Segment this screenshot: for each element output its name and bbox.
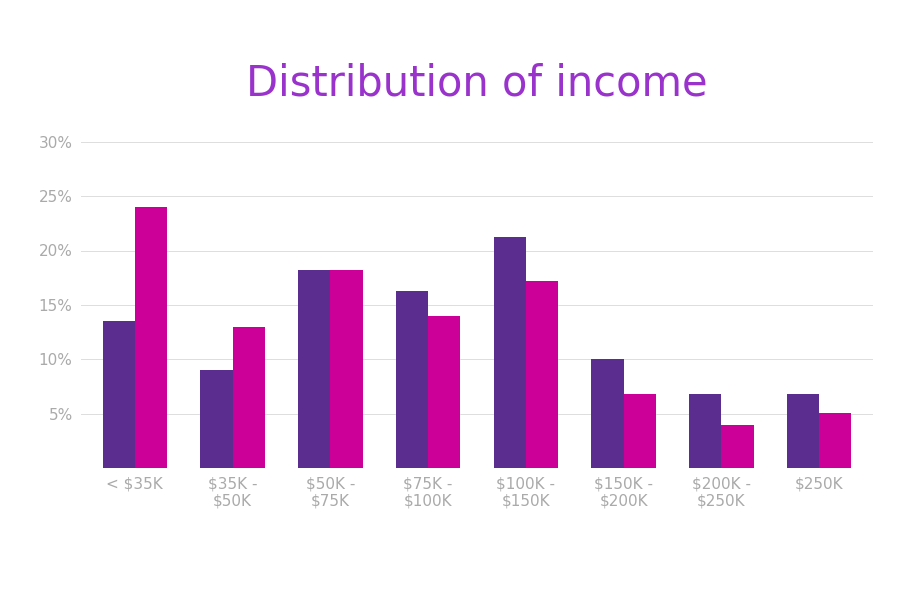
Bar (722, 425, 753, 468)
Bar (819, 413, 851, 468)
Title: Distribution of income: Distribution of income (247, 62, 707, 104)
Bar (526, 281, 558, 468)
Bar (787, 394, 819, 468)
Bar (493, 238, 526, 468)
Bar (689, 394, 722, 468)
Bar (201, 370, 232, 468)
Bar (103, 321, 135, 468)
Bar (428, 316, 461, 468)
Bar (135, 207, 167, 468)
Bar (298, 270, 330, 468)
Bar (396, 291, 428, 468)
Bar (624, 394, 656, 468)
Bar (591, 359, 624, 468)
Bar (330, 270, 363, 468)
Bar (232, 326, 265, 468)
